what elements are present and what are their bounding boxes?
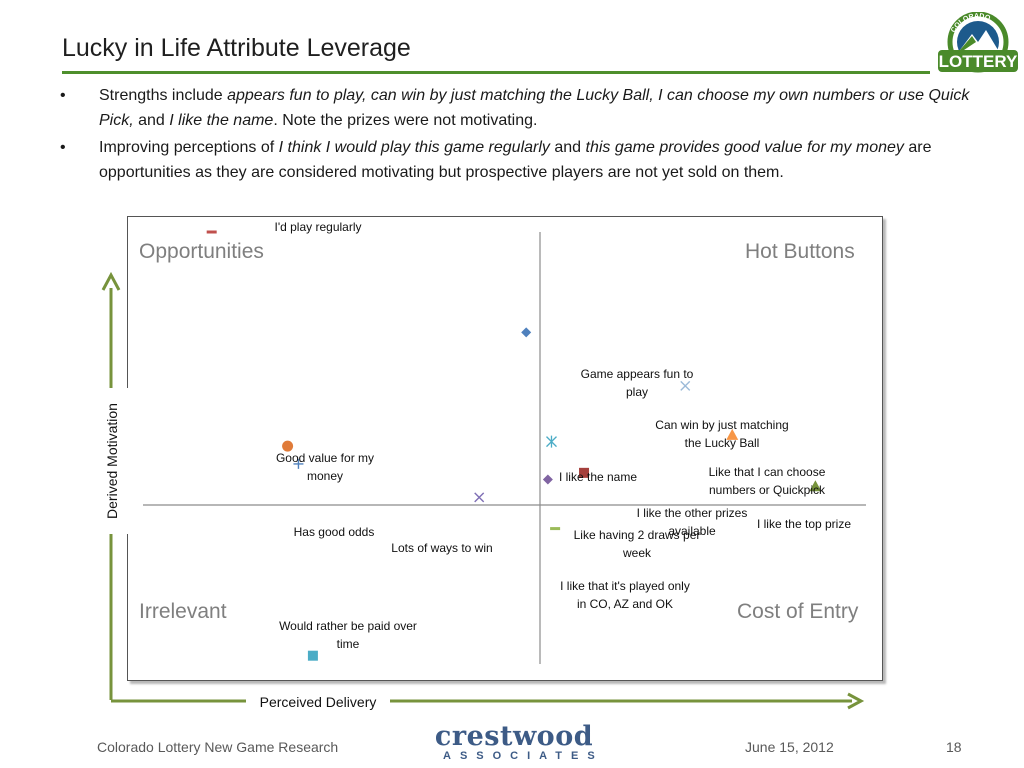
quadrant-label-irrelevant: Irrelevant	[139, 600, 227, 623]
y-axis-arrowhead	[101, 271, 121, 291]
bullet-list: • Strengths include appears fun to play,…	[60, 84, 975, 188]
point-label-ways-to-win: Lots of ways to win	[391, 541, 493, 555]
bullet-2-italic-2: this game provides good value for my mon…	[585, 139, 904, 156]
bullet-1-italic-1: appears fun to play, can win by just mat…	[99, 87, 970, 129]
quadrant-chart-frame	[127, 216, 883, 681]
bullet-1-text-1: Strengths include	[99, 87, 228, 104]
point-label-lucky-ball: Can win by just matching the Lucky Ball	[655, 418, 789, 450]
slide-title: Lucky in Life Attribute Leverage	[62, 34, 411, 62]
crestwood-associates-logo: crestwood ASSOCIATES	[434, 721, 604, 762]
logo-main-text: LOTTERY	[939, 52, 1018, 71]
point-label-top-prize: I like the top prize	[756, 517, 852, 531]
point-label-other-prizes: I like the other prizes available	[636, 506, 748, 538]
colorado-lottery-logo: COLORADO LOTTERY	[936, 11, 1020, 78]
bullet-1-text-2: and	[133, 111, 170, 129]
x-axis-label: Perceived Delivery	[246, 691, 390, 713]
colorado-lottery-logo-graphic: COLORADO LOTTERY	[938, 11, 1018, 73]
crestwood-sub: ASSOCIATES	[443, 750, 604, 762]
bullet-glyph: •	[60, 87, 66, 104]
point-label-choose-numbers: Like that I can choose numbers or Quickp…	[708, 465, 826, 497]
quadrant-label-hot-buttons: Hot Buttons	[745, 240, 855, 263]
bullet-1-text-3: . Note the prizes were not motivating.	[273, 111, 538, 129]
point-label-two-draws: Like having 2 draws per week	[573, 528, 701, 560]
title-divider	[62, 71, 930, 74]
bullet-glyph: •	[60, 139, 66, 156]
crestwood-brand: crestwood	[434, 721, 594, 752]
footer-date: June 15, 2012	[745, 739, 834, 755]
bullet-item-improving: • Improving perceptions of I think I wou…	[60, 136, 975, 185]
bullet-1-italic-2: I like the name	[169, 111, 274, 129]
bullet-2-text-1: Improving perceptions of	[99, 139, 279, 156]
bullet-2-italic-1: I think I would play this game regularly	[278, 139, 550, 156]
point-label-play-regularly: I'd play regularly	[274, 220, 362, 234]
y-axis-label: Derived Motivation	[86, 388, 138, 534]
bullet-2-text-3: are opportunities as they are considered…	[99, 139, 932, 181]
point-label-played-only: I like that it's played only in CO, AZ a…	[560, 579, 690, 611]
point-label-paid-over-time: Would rather be paid over time	[279, 619, 417, 651]
x-axis-arrowhead	[847, 692, 865, 710]
bullet-2-text-2: and	[549, 139, 586, 156]
point-label-like-name: I like the name	[558, 470, 638, 484]
point-label-fun-to-play: Game appears fun to play	[580, 367, 694, 399]
y-axis-label-text: Derived Motivation	[104, 403, 120, 519]
page-number: 18	[946, 739, 962, 755]
footer-title: Colorado Lottery New Game Research	[97, 739, 339, 755]
quadrant-label-cost-of-entry: Cost of Entry	[737, 600, 859, 623]
bullet-item-strengths: • Strengths include appears fun to play,…	[60, 84, 975, 133]
point-label-good-odds: Has good odds	[293, 525, 375, 539]
quadrant-label-opportunities: Opportunities	[139, 240, 264, 263]
point-label-good-value: Good value for my money	[275, 451, 375, 483]
